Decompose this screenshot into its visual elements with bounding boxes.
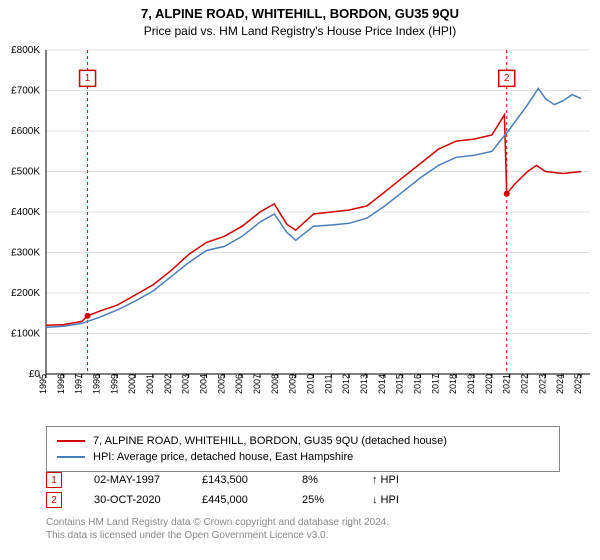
svg-text:1997: 1997 (74, 374, 84, 394)
transaction-pct: 25% (302, 494, 362, 506)
chart-area: £0£100K£200K£300K£400K£500K£600K£700K£80… (0, 44, 600, 420)
svg-text:1996: 1996 (56, 374, 66, 394)
svg-text:2004: 2004 (199, 374, 209, 394)
transactions-table: 1 02-MAY-1997 £143,500 8% ↑ HPI 2 30-OCT… (46, 470, 560, 510)
transaction-price: £445,000 (202, 494, 292, 506)
svg-text:2019: 2019 (466, 374, 476, 394)
footer-line-1: Contains HM Land Registry data © Crown c… (46, 516, 560, 529)
footer-attribution: Contains HM Land Registry data © Crown c… (46, 516, 560, 542)
legend-row: 7, ALPINE ROAD, WHITEHILL, BORDON, GU35 … (57, 433, 549, 449)
legend-box: 7, ALPINE ROAD, WHITEHILL, BORDON, GU35 … (46, 426, 560, 472)
svg-text:2011: 2011 (323, 374, 333, 393)
legend-row: HPI: Average price, detached house, East… (57, 449, 549, 465)
transaction-price: £143,500 (202, 474, 292, 486)
svg-text:2009: 2009 (288, 374, 298, 394)
svg-text:1995: 1995 (38, 374, 48, 394)
svg-text:2010: 2010 (306, 374, 316, 394)
marker-box-1: 1 (46, 472, 62, 488)
transaction-date: 30-OCT-2020 (72, 494, 192, 506)
marker-box-2: 2 (46, 492, 62, 508)
svg-text:£300K: £300K (11, 248, 40, 259)
svg-text:1998: 1998 (92, 374, 102, 394)
transaction-pct: 8% (302, 474, 362, 486)
svg-text:2015: 2015 (395, 374, 405, 394)
svg-text:2023: 2023 (537, 374, 547, 394)
transaction-hpi-delta: ↓ HPI (372, 494, 432, 506)
svg-text:2007: 2007 (252, 374, 262, 394)
svg-text:£400K: £400K (11, 207, 40, 218)
svg-text:£600K: £600K (11, 126, 40, 137)
svg-text:2016: 2016 (413, 374, 423, 394)
svg-text:2025: 2025 (573, 374, 583, 394)
svg-text:2014: 2014 (377, 374, 387, 394)
svg-text:£800K: £800K (11, 45, 40, 56)
svg-text:£200K: £200K (11, 288, 40, 299)
svg-text:2021: 2021 (502, 374, 512, 394)
table-row: 2 30-OCT-2020 £445,000 25% ↓ HPI (46, 490, 560, 510)
svg-text:2000: 2000 (127, 374, 137, 394)
legend-swatch-0 (57, 440, 85, 442)
svg-text:2005: 2005 (216, 374, 226, 394)
svg-text:2020: 2020 (484, 374, 494, 394)
line-chart: £0£100K£200K£300K£400K£500K£600K£700K£80… (0, 44, 600, 420)
page-title: 7, ALPINE ROAD, WHITEHILL, BORDON, GU35 … (0, 0, 600, 21)
legend-swatch-1 (57, 456, 85, 458)
svg-text:2002: 2002 (163, 374, 173, 394)
svg-text:2022: 2022 (520, 374, 530, 394)
svg-text:2003: 2003 (181, 374, 191, 394)
svg-text:2018: 2018 (448, 374, 458, 394)
svg-text:2017: 2017 (430, 374, 440, 394)
legend-label-0: 7, ALPINE ROAD, WHITEHILL, BORDON, GU35 … (93, 435, 447, 447)
svg-text:2008: 2008 (270, 374, 280, 394)
transaction-hpi-delta: ↑ HPI (372, 474, 432, 486)
svg-text:2013: 2013 (359, 374, 369, 394)
transaction-date: 02-MAY-1997 (72, 474, 192, 486)
svg-text:£500K: £500K (11, 167, 40, 178)
footer-line-2: This data is licensed under the Open Gov… (46, 529, 560, 542)
svg-text:£700K: £700K (11, 86, 40, 97)
svg-text:1: 1 (85, 73, 91, 84)
svg-text:£100K: £100K (11, 329, 40, 340)
table-row: 1 02-MAY-1997 £143,500 8% ↑ HPI (46, 470, 560, 490)
svg-text:2: 2 (504, 73, 510, 84)
svg-text:2006: 2006 (234, 374, 244, 394)
svg-text:1999: 1999 (109, 374, 119, 394)
legend-label-1: HPI: Average price, detached house, East… (93, 451, 353, 463)
svg-text:2024: 2024 (555, 374, 565, 394)
svg-text:2001: 2001 (145, 374, 155, 394)
svg-text:2012: 2012 (341, 374, 351, 394)
page-subtitle: Price paid vs. HM Land Registry's House … (0, 21, 600, 42)
